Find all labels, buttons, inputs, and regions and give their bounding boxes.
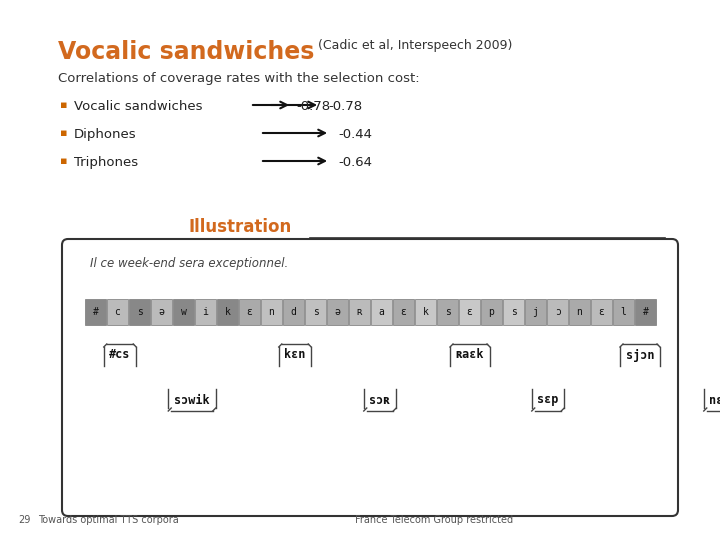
Text: #: # bbox=[642, 307, 649, 317]
Bar bbox=[591, 299, 612, 325]
Text: sjɔn: sjɔn bbox=[626, 348, 654, 361]
Bar bbox=[327, 299, 348, 325]
Text: k: k bbox=[423, 307, 428, 317]
Bar bbox=[151, 299, 172, 325]
Text: #cs: #cs bbox=[109, 348, 131, 361]
Text: -0.64: -0.64 bbox=[338, 156, 372, 169]
Text: s: s bbox=[312, 307, 318, 317]
Text: Correlations of coverage rates with the selection cost:: Correlations of coverage rates with the … bbox=[58, 72, 420, 85]
Text: ɛ: ɛ bbox=[246, 307, 253, 317]
Text: kɛn: kɛn bbox=[284, 348, 306, 361]
Text: #: # bbox=[93, 307, 99, 317]
Text: 29: 29 bbox=[18, 515, 30, 525]
Text: sɔʀ: sɔʀ bbox=[369, 394, 391, 407]
Text: n: n bbox=[577, 307, 582, 317]
Text: ʀ: ʀ bbox=[356, 307, 362, 317]
Text: Triphones: Triphones bbox=[74, 156, 138, 169]
Text: s: s bbox=[137, 307, 143, 317]
Bar bbox=[85, 299, 106, 325]
Text: Towards optimal TTS corpora: Towards optimal TTS corpora bbox=[38, 515, 179, 525]
Text: sɛp: sɛp bbox=[537, 394, 559, 407]
Text: ▪: ▪ bbox=[60, 128, 68, 138]
Text: c: c bbox=[114, 307, 120, 317]
Bar bbox=[129, 299, 150, 325]
Text: -0.44: -0.44 bbox=[338, 128, 372, 141]
Text: Vocalic sandwiches: Vocalic sandwiches bbox=[58, 40, 315, 64]
Text: Illustration: Illustration bbox=[188, 218, 292, 236]
Bar bbox=[481, 299, 502, 325]
Bar bbox=[371, 299, 392, 325]
Bar bbox=[283, 299, 304, 325]
Text: (Cadic et al, Interspeech 2009): (Cadic et al, Interspeech 2009) bbox=[318, 39, 513, 52]
Bar bbox=[173, 299, 194, 325]
Text: s: s bbox=[510, 307, 516, 317]
Bar bbox=[503, 299, 524, 325]
Bar bbox=[437, 299, 458, 325]
Text: ▪: ▪ bbox=[60, 156, 68, 166]
Text: ə: ə bbox=[158, 307, 164, 317]
Bar bbox=[217, 299, 238, 325]
Bar bbox=[239, 299, 260, 325]
Text: n: n bbox=[269, 307, 274, 317]
Bar bbox=[613, 299, 634, 325]
Bar bbox=[261, 299, 282, 325]
Bar bbox=[393, 299, 414, 325]
Text: p: p bbox=[489, 307, 495, 317]
Text: ▪: ▪ bbox=[60, 100, 68, 110]
Text: k: k bbox=[225, 307, 230, 317]
Bar bbox=[107, 299, 128, 325]
Bar bbox=[459, 299, 480, 325]
Text: w: w bbox=[181, 307, 186, 317]
Text: ɛ: ɛ bbox=[400, 307, 406, 317]
Text: -0.78: -0.78 bbox=[328, 100, 362, 113]
Text: ɛ: ɛ bbox=[598, 307, 604, 317]
Text: ʀaɛk: ʀaɛk bbox=[456, 348, 485, 361]
Text: i: i bbox=[202, 307, 208, 317]
FancyBboxPatch shape bbox=[62, 239, 678, 516]
Text: Il ce week-end sera exceptionnel.: Il ce week-end sera exceptionnel. bbox=[90, 257, 288, 270]
Bar bbox=[569, 299, 590, 325]
Bar bbox=[547, 299, 568, 325]
Bar bbox=[349, 299, 370, 325]
Text: nɛl: nɛl bbox=[709, 394, 720, 407]
Bar bbox=[635, 299, 656, 325]
Bar bbox=[195, 299, 216, 325]
Text: ɛ: ɛ bbox=[467, 307, 472, 317]
Text: sɔwik: sɔwik bbox=[174, 394, 210, 407]
Text: France Telecom Group restricted: France Telecom Group restricted bbox=[355, 515, 513, 525]
Text: a: a bbox=[379, 307, 384, 317]
Text: j: j bbox=[533, 307, 539, 317]
Text: ɔ: ɔ bbox=[554, 307, 560, 317]
Text: s: s bbox=[444, 307, 451, 317]
Text: -0.78: -0.78 bbox=[296, 100, 330, 113]
Bar bbox=[525, 299, 546, 325]
Text: d: d bbox=[291, 307, 297, 317]
Text: Diphones: Diphones bbox=[74, 128, 137, 141]
Bar bbox=[305, 299, 326, 325]
Bar bbox=[415, 299, 436, 325]
Text: Vocalic sandwiches: Vocalic sandwiches bbox=[74, 100, 202, 113]
Text: l: l bbox=[621, 307, 626, 317]
Text: ə: ə bbox=[335, 307, 341, 317]
